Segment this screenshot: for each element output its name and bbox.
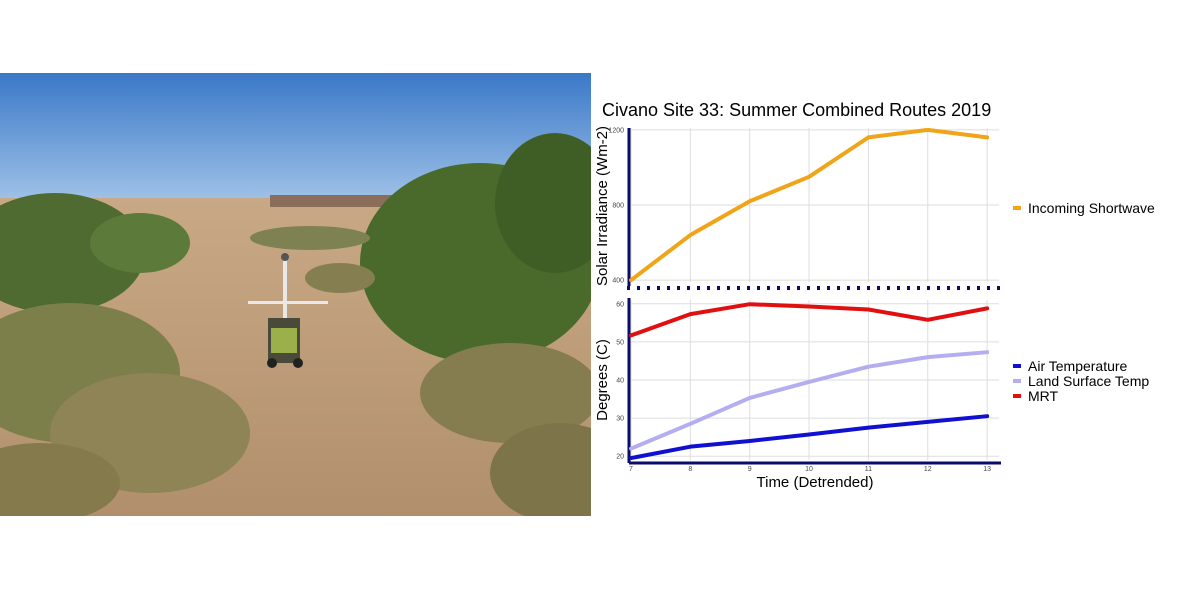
y-tick-label: 800 [612, 203, 624, 210]
grid-top [630, 128, 999, 282]
series-line-air-temperature [629, 414, 990, 461]
y-tick-label: 400 [612, 278, 624, 285]
legend-top: Incoming Shortwave [1013, 200, 1155, 216]
y-axis-title-top: Solar Irradiance (Wm-2) [594, 126, 611, 286]
y-tick-label: 40 [616, 378, 624, 385]
y-tick-label: 30 [616, 416, 624, 423]
chart-title: Civano Site 33: Summer Combined Routes 2… [602, 100, 991, 120]
panel-solar: 400 800 1200 Solar Irradiance (Wm-2) [594, 126, 999, 286]
y-ticks-bottom: 20 30 40 50 60 [616, 301, 624, 460]
x-tick-label: 12 [924, 466, 932, 473]
legend-label: Incoming Shortwave [1028, 200, 1155, 216]
series-top [629, 127, 990, 283]
y-axis-title-bottom: Degrees (C) [594, 339, 611, 421]
legend-label: Air Temperature [1028, 358, 1128, 374]
y-ticks-top: 400 800 1200 [608, 127, 624, 284]
y-tick-label: 1200 [608, 127, 624, 134]
field-site-photo [0, 73, 591, 516]
series-bottom [629, 302, 990, 461]
x-tick-label: 10 [805, 466, 813, 473]
x-tick-label: 9 [748, 466, 752, 473]
x-tick-label: 11 [865, 466, 872, 473]
y-tick-label: 50 [616, 339, 624, 346]
chart: Civano Site 33: Summer Combined Routes 2… [594, 100, 1155, 491]
y-tick-label: 20 [616, 454, 624, 461]
grid-bottom [630, 300, 999, 460]
x-axis-title: Time (Detrended) [757, 474, 874, 491]
x-tick-label: 13 [983, 466, 991, 473]
series-line-mrt [629, 302, 990, 338]
legend-label: MRT [1028, 388, 1059, 404]
panel-temperature: 20 30 40 50 60 7 8 9 10 11 12 13 Degrees (C) Time … [594, 298, 1001, 491]
y-tick-label: 60 [616, 301, 624, 308]
x-ticks: 7 8 9 10 11 12 13 [629, 466, 991, 473]
x-tick-label: 7 [629, 466, 633, 473]
series-line-land-surface-temp [629, 350, 990, 451]
legend-label: Land Surface Temp [1028, 373, 1149, 389]
series-line-incoming-shortwave [629, 127, 990, 283]
x-tick-label: 8 [688, 466, 692, 473]
